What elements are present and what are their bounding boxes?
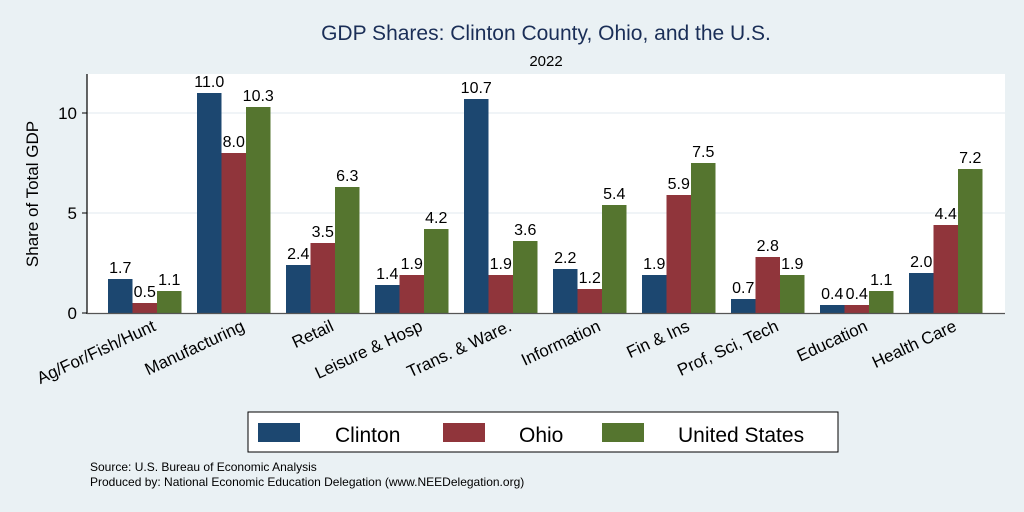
bar-ohio bbox=[132, 303, 157, 313]
data-label: 1.9 bbox=[643, 256, 665, 273]
bar-united-states bbox=[335, 187, 360, 313]
legend-label-ohio: Ohio bbox=[519, 424, 563, 447]
data-label: 6.3 bbox=[336, 168, 358, 185]
data-label: 1.9 bbox=[781, 256, 803, 273]
legend-swatch-clinton bbox=[258, 423, 300, 442]
bar-clinton bbox=[909, 273, 934, 313]
bar-ohio bbox=[755, 257, 780, 313]
bar-clinton bbox=[375, 285, 400, 313]
bar-ohio bbox=[310, 243, 335, 313]
data-label: 2.4 bbox=[287, 246, 309, 263]
bar-united-states bbox=[691, 163, 716, 313]
data-label: 2.8 bbox=[757, 238, 779, 255]
data-labels: 1.70.51.111.08.010.32.43.56.31.41.94.210… bbox=[109, 74, 981, 303]
bar-united-states bbox=[157, 291, 182, 313]
bar-clinton bbox=[731, 299, 756, 313]
chart-title: GDP Shares: Clinton County, Ohio, and th… bbox=[321, 22, 771, 45]
data-label: 1.9 bbox=[490, 256, 512, 273]
bar-ohio bbox=[577, 289, 602, 313]
y-ticks: 0 5 10 bbox=[58, 104, 87, 323]
bar-clinton bbox=[820, 305, 845, 313]
data-label: 1.9 bbox=[401, 256, 423, 273]
data-label: 7.5 bbox=[692, 144, 714, 161]
data-label: 1.2 bbox=[579, 270, 601, 287]
y-tick-label: 0 bbox=[68, 304, 77, 323]
data-label: 1.7 bbox=[109, 260, 131, 277]
data-label: 8.0 bbox=[223, 134, 245, 151]
bar-ohio bbox=[666, 195, 691, 313]
legend-swatch-united-states bbox=[602, 423, 644, 442]
produced-by-note: Produced by: National Economic Education… bbox=[90, 475, 524, 489]
bar-ohio bbox=[488, 275, 513, 313]
chart-subtitle: 2022 bbox=[529, 53, 562, 70]
bar-clinton bbox=[642, 275, 667, 313]
data-label: 4.2 bbox=[425, 210, 447, 227]
bar-ohio bbox=[844, 305, 869, 313]
category-label: Fin & Ins bbox=[624, 316, 693, 362]
data-label: 10.3 bbox=[243, 88, 274, 105]
data-label: 1.4 bbox=[376, 266, 398, 283]
bar-ohio bbox=[221, 153, 246, 313]
data-label: 5.4 bbox=[603, 186, 625, 203]
source-note: Source: U.S. Bureau of Economic Analysis bbox=[90, 460, 317, 474]
bar-united-states bbox=[246, 107, 271, 313]
legend-label-united-states: United States bbox=[678, 424, 804, 447]
data-label: 0.4 bbox=[821, 286, 843, 303]
bar-united-states bbox=[424, 229, 449, 313]
bar-united-states bbox=[513, 241, 538, 313]
data-label: 3.6 bbox=[514, 222, 536, 239]
category-label: Education bbox=[794, 316, 871, 365]
category-label: Health Care bbox=[869, 316, 959, 372]
bar-united-states bbox=[602, 205, 627, 313]
y-tick-label: 5 bbox=[68, 204, 77, 223]
data-label: 10.7 bbox=[461, 80, 492, 97]
bar-clinton bbox=[108, 279, 133, 313]
data-label: 0.4 bbox=[846, 286, 868, 303]
data-label: 11.0 bbox=[194, 74, 224, 91]
data-label: 3.5 bbox=[312, 224, 334, 241]
data-label: 4.4 bbox=[935, 206, 957, 223]
category-label: Retail bbox=[289, 316, 336, 352]
category-label: Information bbox=[518, 316, 603, 369]
data-label: 1.1 bbox=[870, 272, 892, 289]
category-label: Prof, Sci, Tech bbox=[674, 316, 781, 379]
bar-clinton bbox=[464, 99, 489, 313]
bar-clinton bbox=[553, 269, 578, 313]
data-label: 5.9 bbox=[668, 176, 690, 193]
bar-clinton bbox=[286, 265, 311, 313]
legend-swatch-ohio bbox=[443, 423, 485, 442]
data-label: 2.0 bbox=[910, 254, 932, 271]
data-label: 1.1 bbox=[158, 272, 180, 289]
bars bbox=[108, 93, 983, 313]
category-label: Ag/For/Fish/Hunt bbox=[34, 316, 159, 388]
bar-ohio bbox=[933, 225, 958, 313]
bar-united-states bbox=[958, 169, 983, 313]
data-label: 2.2 bbox=[554, 250, 576, 267]
legend-label-clinton: Clinton bbox=[335, 424, 400, 447]
y-axis-label: Share of Total GDP bbox=[23, 121, 42, 267]
data-label: 7.2 bbox=[959, 150, 981, 167]
bar-united-states bbox=[780, 275, 805, 313]
data-label: 0.5 bbox=[134, 284, 156, 301]
data-label: 0.7 bbox=[732, 280, 754, 297]
bar-clinton bbox=[197, 93, 222, 313]
bar-united-states bbox=[869, 291, 894, 313]
legend: Clinton Ohio United States bbox=[247, 411, 839, 453]
bar-ohio bbox=[399, 275, 424, 313]
y-tick-label: 10 bbox=[58, 104, 77, 123]
category-label: Manufacturing bbox=[142, 316, 248, 379]
legend-box bbox=[247, 411, 839, 453]
